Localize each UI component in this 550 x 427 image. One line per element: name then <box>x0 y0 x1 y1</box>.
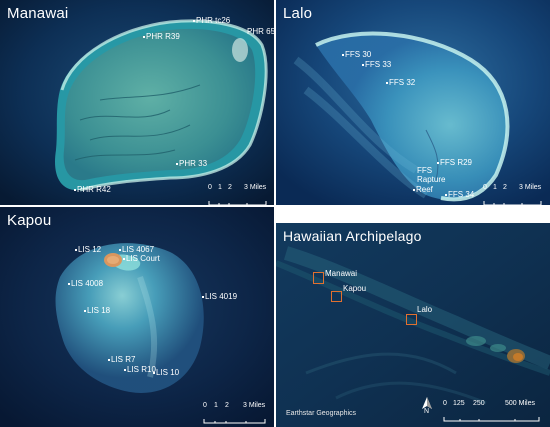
panel-title-lalo: Lalo <box>283 5 313 22</box>
site-marker <box>153 371 155 374</box>
site-label: FFS 33 <box>362 60 391 69</box>
site-label: LIS Court <box>123 254 160 263</box>
site-label: PHR 33 <box>176 159 207 168</box>
site-marker <box>202 295 204 298</box>
archipelago-seafloor-image <box>276 223 550 427</box>
site-marker <box>124 368 126 371</box>
site-label: LIS 10 <box>153 368 179 377</box>
highlight-box-kapou <box>331 291 342 302</box>
site-label: LIS R7 <box>108 355 135 364</box>
panel-manawai: Manawai PHR R39 PHR tc26 PHR 65 PHR 33 P… <box>0 0 274 205</box>
north-arrow-icon: N <box>419 396 435 416</box>
site-label: LIS 4019 <box>202 292 237 301</box>
site-label: Reef <box>413 185 433 194</box>
site-marker <box>437 161 439 164</box>
site-label: PHR 65 <box>247 27 274 36</box>
panel-lalo: Lalo FFS 30 FFS 33 FFS 32 FFS R29 FFS Ra… <box>276 0 550 205</box>
panel-title-archipelago: Hawaiian Archipelago <box>283 228 422 244</box>
site-label: LIS 18 <box>84 306 110 315</box>
panel-title-kapou: Kapou <box>7 212 52 229</box>
site-marker <box>74 188 76 191</box>
site-label: FFS 34 <box>445 190 474 199</box>
lalo-atoll-image <box>276 0 550 205</box>
site-marker <box>445 193 447 196</box>
scale-bar-lalo: 0 1 2 3 Miles <box>483 184 543 205</box>
site-marker <box>123 257 125 260</box>
site-marker <box>413 188 415 191</box>
site-label: LIS R10 <box>124 365 156 374</box>
site-marker <box>68 282 70 285</box>
site-marker <box>84 309 86 312</box>
site-label: PHR R42 <box>74 185 111 194</box>
site-label: LIS 12 <box>75 245 101 254</box>
site-marker <box>119 248 121 251</box>
scale-bar-archipelago: 0 125 250 500 Miles <box>443 400 543 427</box>
site-label: FFS 30 <box>342 50 371 59</box>
site-marker <box>193 19 195 22</box>
site-label: FFS 32 <box>386 78 415 87</box>
site-label: Rapture <box>417 175 446 184</box>
highlight-box-lalo <box>406 314 417 325</box>
north-label: N <box>424 408 430 415</box>
basemap-credit: Earthstar Geographics <box>286 410 357 417</box>
island-label-lalo: Lalo <box>417 305 433 314</box>
kapou-bank-image <box>0 207 274 427</box>
site-label: PHR tc26 <box>193 16 230 25</box>
site-marker <box>342 53 344 56</box>
site-marker <box>362 63 364 66</box>
site-label: PHR R39 <box>143 32 180 41</box>
scale-bar-kapou: 0 1 2 3 Miles <box>203 402 267 427</box>
site-marker <box>176 162 178 165</box>
manawai-atoll-image <box>0 0 274 205</box>
site-marker <box>386 81 388 84</box>
highlight-box-manawai <box>313 272 324 284</box>
site-label: LIS 4067 <box>119 245 154 254</box>
island-label-manawai: Manawai <box>325 269 358 278</box>
site-marker <box>143 35 145 38</box>
scale-bar-manawai: 0 1 2 3 Miles <box>208 184 268 205</box>
panel-kapou: Kapou LIS 12 LIS 4067 LIS Court LIS 4008… <box>0 207 274 427</box>
island-label-kapou: Kapou <box>343 284 367 293</box>
site-label: FFS <box>417 166 433 175</box>
panel-archipelago: Hawaiian Archipelago Manawai Kapou Lalo … <box>276 223 550 427</box>
site-marker <box>75 248 77 251</box>
site-label: FFS R29 <box>437 158 472 167</box>
site-marker <box>108 358 110 361</box>
site-label: LIS 4008 <box>68 279 103 288</box>
panel-title-manawai: Manawai <box>7 5 69 22</box>
